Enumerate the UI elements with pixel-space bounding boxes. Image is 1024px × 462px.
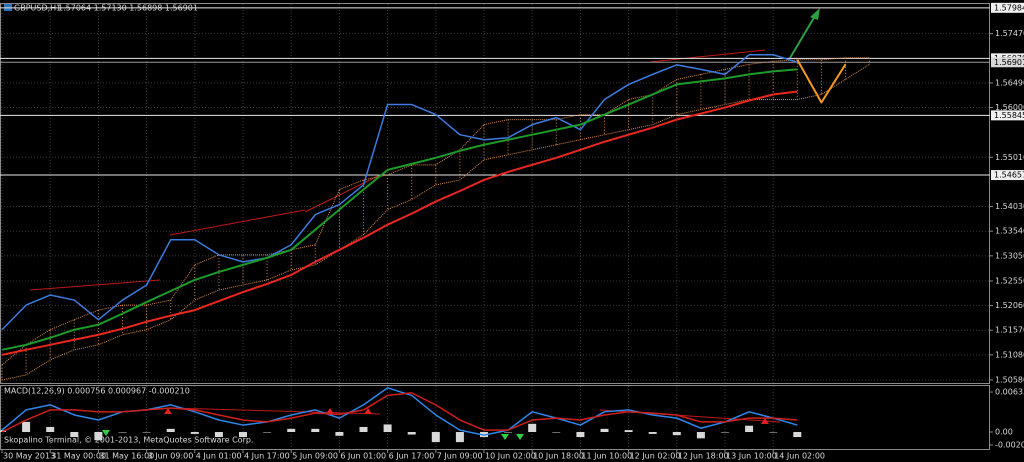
- x-tick-label: 7 Jun 09:00: [437, 452, 483, 461]
- trend-line: [169, 209, 306, 236]
- y-tick-label: 1.56000: [995, 103, 1024, 112]
- signal-marker: [501, 434, 509, 440]
- histogram-bar: [214, 432, 223, 438]
- trend-line: [29, 279, 161, 291]
- x-tick-label: 5 Jun 09:00: [292, 452, 338, 461]
- series-line: [796, 59, 847, 104]
- histogram-bar: [504, 432, 513, 433]
- y-tick-label: 1.54030: [995, 202, 1024, 211]
- x-tick-label: 14 Jun 02:00: [774, 452, 825, 461]
- signal-marker: [164, 408, 172, 414]
- x-tick-label: 10 Jun 02:00: [485, 452, 536, 461]
- histogram-bar: [624, 430, 633, 433]
- arrow-head: [810, 8, 820, 20]
- x-tick-label: 4 Jun 17:00: [244, 452, 290, 461]
- histogram-bar: [431, 432, 440, 443]
- current-price-tag: [991, 57, 1024, 68]
- macd-panel: [0, 385, 990, 450]
- histogram-bar: [407, 432, 416, 435]
- histogram-bar: [600, 428, 609, 433]
- histogram-bar: [721, 432, 729, 433]
- x-tick-label: 6 Jun 01:00: [340, 452, 386, 461]
- histogram-bar: [239, 432, 247, 438]
- histogram-bar: [576, 432, 585, 438]
- y-tick-label: 1.55010: [995, 153, 1024, 162]
- x-tick-label: 31 May 00:00: [51, 452, 106, 461]
- series-line: [1, 392, 798, 433]
- x-tick-label: 10 Jun 18:00: [533, 452, 584, 461]
- y-tick-label: 1.51080: [995, 350, 1024, 359]
- cloud-edge: [1, 57, 870, 366]
- x-tick-label: 31 May 16:00: [99, 452, 154, 461]
- histogram-bar: [696, 432, 705, 439]
- arrow-shaft: [789, 15, 816, 59]
- forecast-arrow: [789, 8, 820, 59]
- x-tick-label: 6 Jun 17:00: [389, 452, 435, 461]
- histogram-bar: [455, 432, 464, 443]
- level-tag: [991, 2, 1024, 13]
- series-line: [1, 90, 798, 356]
- signal-markers: [102, 408, 769, 440]
- y-tick-label: 1.52060: [995, 301, 1024, 310]
- x-tick-label: 11 Jun 10:00: [581, 452, 632, 461]
- current-price-label: 1.56901: [994, 58, 1024, 67]
- histogram-bar: [142, 432, 151, 433]
- signal-marker: [326, 408, 334, 414]
- histogram-bar: [94, 432, 103, 441]
- y-tick-label: 1.57470: [995, 29, 1024, 38]
- histogram-bar: [70, 432, 79, 438]
- cloud-edge: [1, 63, 870, 381]
- histogram-bar: [166, 428, 175, 433]
- histogram-bar: [118, 432, 127, 433]
- trend-line: [304, 174, 381, 213]
- level-label: 1.55845: [994, 111, 1024, 120]
- y-tick-label: 1.51570: [995, 326, 1024, 335]
- histogram-bar: [672, 432, 681, 436]
- signal-marker: [516, 434, 524, 440]
- main-panel: [0, 3, 990, 384]
- x-tick-label: 3 Jun 09:00: [148, 452, 194, 461]
- histogram-bar: [745, 425, 754, 433]
- series-line: [1, 54, 798, 331]
- series-line: [1, 68, 798, 351]
- histogram-bar: [335, 432, 344, 436]
- level-tag: [991, 170, 1024, 181]
- signal-marker: [761, 418, 769, 424]
- x-tick-label: 4 Jun 01:00: [196, 452, 242, 461]
- histogram-bar: [769, 432, 778, 433]
- y-tick-label: 1.56490: [995, 78, 1024, 87]
- histogram-bar: [46, 426, 55, 433]
- level-label: 1.57984: [994, 3, 1024, 12]
- histogram-bar: [311, 428, 320, 433]
- histogram-bar: [287, 428, 296, 433]
- signal-marker: [102, 430, 110, 436]
- x-tick-label: 30 May 2013: [3, 452, 55, 461]
- histogram-bar: [528, 423, 537, 433]
- x-tick-label: 13 Jun 10:00: [726, 452, 777, 461]
- x-tick-label: 12 Jun 18:00: [678, 452, 729, 461]
- histogram-bar: [552, 432, 561, 433]
- y-tick-label: 0.00: [995, 428, 1013, 437]
- y-tick-label: -0.002050: [995, 440, 1024, 449]
- y-tick-label: 1.53540: [995, 227, 1024, 236]
- y-tick-label: 0.006335: [995, 388, 1024, 397]
- macd-title: MACD(12,26,9) 0.000756 0.000967 -0.00021…: [4, 387, 190, 396]
- histogram-bar: [359, 426, 368, 433]
- histogram-bar: [190, 432, 199, 434]
- level-tag: [991, 110, 1024, 121]
- histogram-bar: [263, 432, 272, 433]
- y-tick-label: 1.52550: [995, 276, 1024, 285]
- histogram-bar: [383, 424, 392, 433]
- y-tick-label: 1.50580: [995, 375, 1024, 384]
- signal-marker: [364, 408, 372, 414]
- histogram-bar: [648, 432, 657, 434]
- trend-line: [649, 49, 766, 63]
- y-tick-label: 1.53050: [995, 251, 1024, 260]
- histogram-bar: [793, 432, 802, 438]
- credit: Skopalino Terminal, © 2001-2013, MetaQuo…: [4, 436, 253, 445]
- level-label: 1.54657: [994, 171, 1024, 180]
- x-tick-label: 12 Jun 02:00: [630, 452, 681, 461]
- histogram-bar: [22, 421, 31, 433]
